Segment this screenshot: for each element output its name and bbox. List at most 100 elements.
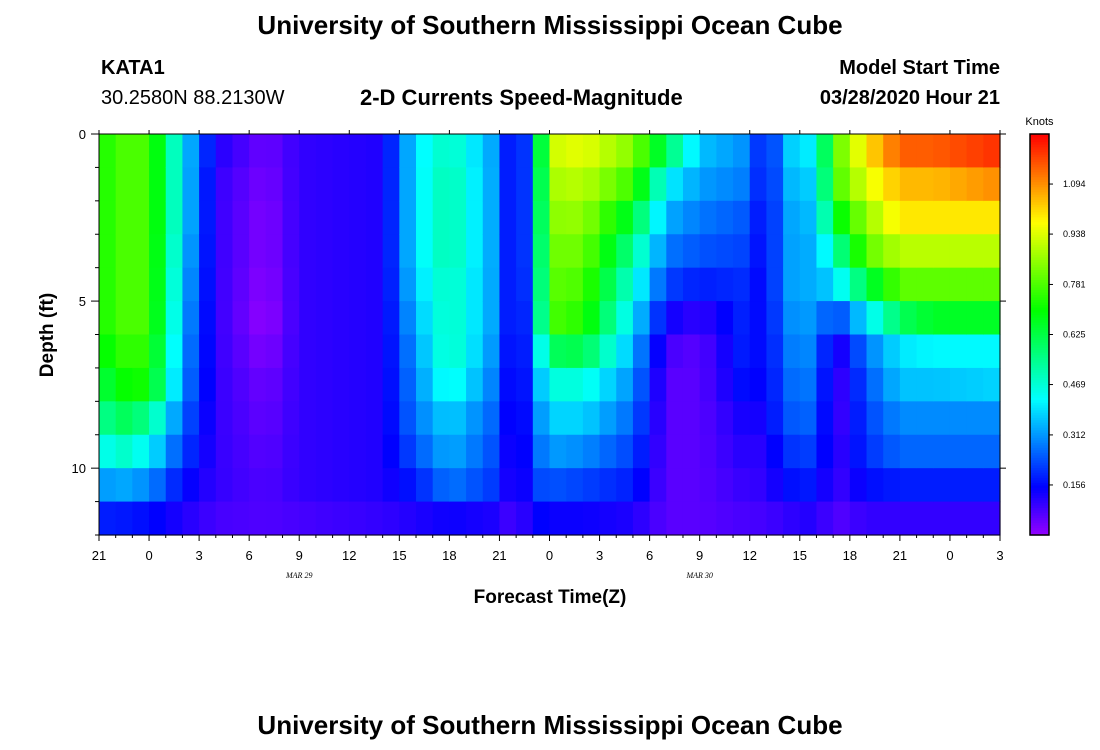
heatmap-cell (199, 134, 217, 169)
heatmap-cell (115, 267, 133, 302)
heatmap-cell (699, 167, 717, 202)
heatmap-cell (365, 367, 384, 402)
heatmap-cell (482, 468, 501, 503)
heatmap-cell (666, 468, 684, 503)
heatmap-cell (833, 301, 851, 336)
heatmap-cell (766, 301, 784, 336)
x-tick-label: 6 (246, 548, 253, 563)
heatmap-cell (582, 134, 601, 169)
y-tick-label: 0 (79, 127, 86, 142)
heatmap-cell (282, 367, 300, 402)
heatmap-cell (332, 301, 350, 336)
heatmap-cell (849, 501, 868, 536)
heatmap-cell (332, 267, 350, 302)
colorbar-band (1030, 206, 1049, 210)
colorbar-tick-label: 0.625 (1063, 330, 1086, 340)
colorbar-band (1030, 149, 1049, 153)
heatmap-cell (983, 200, 1001, 235)
heatmap-cell (833, 134, 851, 169)
heatmap-cell (416, 367, 434, 402)
heatmap-cell (549, 501, 567, 536)
heatmap-cell (382, 267, 400, 302)
x-axis: 21 0 3 6 9 12 15 18 21 0 3 6 9 12 15 18 21 0 3 MAR 29 MAR 30 (92, 130, 1004, 580)
heatmap-cell (132, 301, 150, 336)
heatmap-cell (666, 401, 684, 436)
heatmap-cell (365, 468, 384, 503)
heatmap-cell (883, 167, 901, 202)
colorbar-band (1030, 301, 1049, 306)
heatmap-cell (649, 468, 667, 503)
heatmap-cell (866, 401, 884, 436)
heatmap-cell (966, 501, 984, 536)
heatmap-cell (699, 334, 717, 369)
heatmap-cell (649, 367, 667, 402)
colorbar-band (1030, 359, 1049, 363)
heatmap-cell (215, 234, 234, 269)
heatmap-cell (482, 401, 501, 436)
heatmap-cell (582, 301, 601, 336)
heatmap-cell (983, 434, 1001, 469)
colorbar-band (1030, 467, 1049, 471)
heatmap-cell (582, 401, 601, 436)
chart-subtitle: 2-D Currents Speed-Magnitude (360, 85, 683, 110)
heatmap-cell (783, 200, 801, 235)
heatmap-cell (365, 234, 384, 269)
heatmap-cell (516, 267, 534, 302)
heatmap-cell (365, 301, 384, 336)
heatmap-cell (365, 334, 384, 369)
heatmap-cell (549, 301, 567, 336)
colorbar-band (1030, 519, 1049, 524)
heatmap-cell (833, 468, 851, 503)
heatmap-cell (249, 200, 267, 235)
heatmap-cell (632, 401, 651, 436)
heatmap-cell (866, 301, 884, 336)
heatmap-cell (966, 267, 984, 302)
heatmap-cell (933, 334, 951, 369)
heatmap-cell (666, 301, 684, 336)
station-coords: 30.2580N 88.2130W (101, 87, 285, 109)
heatmap-cell (399, 301, 417, 336)
heatmap-cell (549, 234, 567, 269)
heatmap-cell (449, 167, 467, 202)
heatmap-cell (232, 167, 250, 202)
heatmap-cell (466, 167, 484, 202)
heatmap-cell (149, 167, 167, 202)
heatmap-cell (466, 367, 484, 402)
heatmap-cell (749, 434, 768, 469)
heatmap-cell (699, 301, 717, 336)
heatmap-cell (983, 401, 1001, 436)
heatmap-cell (566, 501, 584, 536)
heatmap-cell (983, 267, 1001, 302)
heatmap-cell (365, 134, 384, 169)
heatmap-cell (716, 167, 734, 202)
heatmap-cell (699, 401, 717, 436)
heatmap-cell (716, 468, 734, 503)
heatmap-cell (616, 501, 634, 536)
heatmap-cell (115, 200, 133, 235)
heatmap-cell (916, 334, 934, 369)
heatmap-cell (799, 401, 818, 436)
colorbar-band (1030, 191, 1049, 195)
heatmap-cell (399, 434, 417, 469)
heatmap-cell (99, 401, 117, 436)
heatmap-cell (499, 501, 517, 536)
heatmap-cell (849, 367, 868, 402)
y-axis: 0 5 10 (72, 127, 1006, 536)
heatmap-cell (165, 501, 184, 536)
heatmap-cell (265, 434, 284, 469)
heatmap-cell (599, 434, 617, 469)
heatmap-cell (449, 200, 467, 235)
colorbar-band (1030, 146, 1049, 150)
heatmap-cell (432, 434, 450, 469)
heatmap-cell (933, 167, 951, 202)
colorbar-band (1030, 357, 1049, 361)
heatmap-cell (749, 234, 768, 269)
heatmap-cell (132, 501, 150, 536)
colorbar-band (1030, 139, 1049, 143)
colorbar-band (1030, 464, 1049, 468)
colorbar-band (1030, 382, 1049, 386)
heatmap-cell (232, 367, 250, 402)
heatmap-cell (165, 367, 184, 402)
heatmap-cell (432, 234, 450, 269)
